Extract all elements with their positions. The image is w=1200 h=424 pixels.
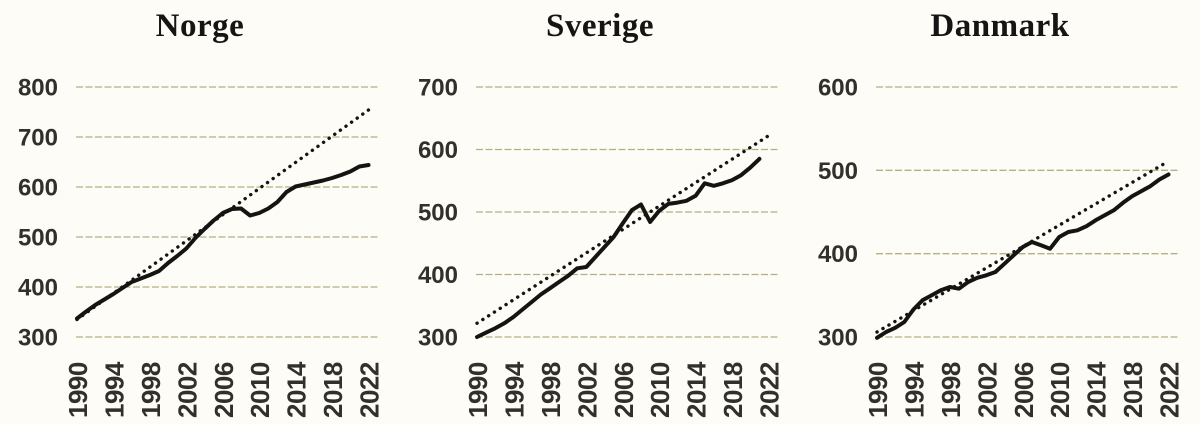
y-tick-label: 700 bbox=[18, 125, 58, 152]
x-tick-label: 1994 bbox=[499, 361, 529, 418]
y-tick-label: 400 bbox=[418, 262, 458, 289]
chart-panel-norge: Norge 300 400 500 600 700 800 1990 1994 1998 2002… bbox=[0, 0, 400, 424]
x-tick-label: 1998 bbox=[536, 362, 566, 418]
x-tick-label: 1990 bbox=[863, 362, 893, 418]
y-tick-label: 400 bbox=[18, 275, 58, 302]
trend-line bbox=[875, 159, 1171, 334]
y-tick-label: 300 bbox=[418, 325, 458, 352]
x-tick-label: 2006 bbox=[609, 362, 639, 418]
y-tick-label: 600 bbox=[418, 137, 458, 164]
x-tick-label: 2022 bbox=[1155, 362, 1185, 418]
chart-title-sverige: Sverige bbox=[546, 8, 654, 44]
plot-area-danmark: 300 400 500 600 1990 1994 1998 2002 2006 2010 2014… bbox=[818, 75, 1185, 419]
y-tick-label: 400 bbox=[818, 241, 858, 268]
x-tick-label: 1994 bbox=[899, 361, 929, 418]
y-tick-label: 500 bbox=[418, 200, 458, 227]
data-line bbox=[75, 163, 371, 321]
y-tick-label: 600 bbox=[18, 175, 58, 202]
x-tick-label: 1998 bbox=[936, 362, 966, 418]
y-tick-label: 500 bbox=[818, 158, 858, 185]
data-line bbox=[475, 156, 762, 339]
x-tick-label: 2018 bbox=[1118, 362, 1148, 418]
x-tick-label: 2010 bbox=[245, 362, 275, 418]
x-tick-label: 2018 bbox=[718, 362, 748, 418]
x-tick-label: 1994 bbox=[99, 361, 129, 418]
chart-title-danmark: Danmark bbox=[930, 8, 1070, 44]
x-tick-label: 2002 bbox=[972, 362, 1002, 418]
data-line bbox=[875, 172, 1171, 340]
x-tick-label: 2006 bbox=[209, 362, 239, 418]
x-tick-label: 2010 bbox=[1045, 362, 1075, 418]
x-tick-label: 2014 bbox=[682, 361, 712, 418]
x-tick-label: 2002 bbox=[572, 362, 602, 418]
x-tick-label: 2014 bbox=[282, 361, 312, 418]
y-tick-label: 500 bbox=[18, 225, 58, 252]
x-tick-label: 2014 bbox=[1082, 361, 1112, 418]
x-tick-label: 1998 bbox=[136, 362, 166, 418]
x-tick-label: 1990 bbox=[63, 362, 93, 418]
x-tick-label: 2018 bbox=[318, 362, 348, 418]
trend-line bbox=[475, 134, 771, 325]
x-tick-label: 1990 bbox=[463, 362, 493, 418]
chart-panel-sverige: Sverige 300 400 500 600 700 1990 1994 1998 2002 2… bbox=[400, 0, 800, 424]
y-tick-label: 300 bbox=[818, 325, 858, 352]
y-tick-label: 800 bbox=[18, 75, 58, 102]
chart-title-norge: Norge bbox=[155, 8, 245, 44]
y-tick-label: 700 bbox=[418, 75, 458, 102]
x-tick-label: 2022 bbox=[755, 362, 785, 418]
x-tick-label: 2002 bbox=[172, 362, 202, 418]
y-tick-label: 300 bbox=[18, 325, 58, 352]
x-tick-label: 2022 bbox=[355, 362, 385, 418]
x-tick-label: 2006 bbox=[1009, 362, 1039, 418]
y-tick-label: 600 bbox=[818, 75, 858, 102]
x-tick-label: 2010 bbox=[645, 362, 675, 418]
chart-panel-danmark: Danmark 300 400 500 600 1990 1994 1998 2002 2006… bbox=[800, 0, 1200, 424]
